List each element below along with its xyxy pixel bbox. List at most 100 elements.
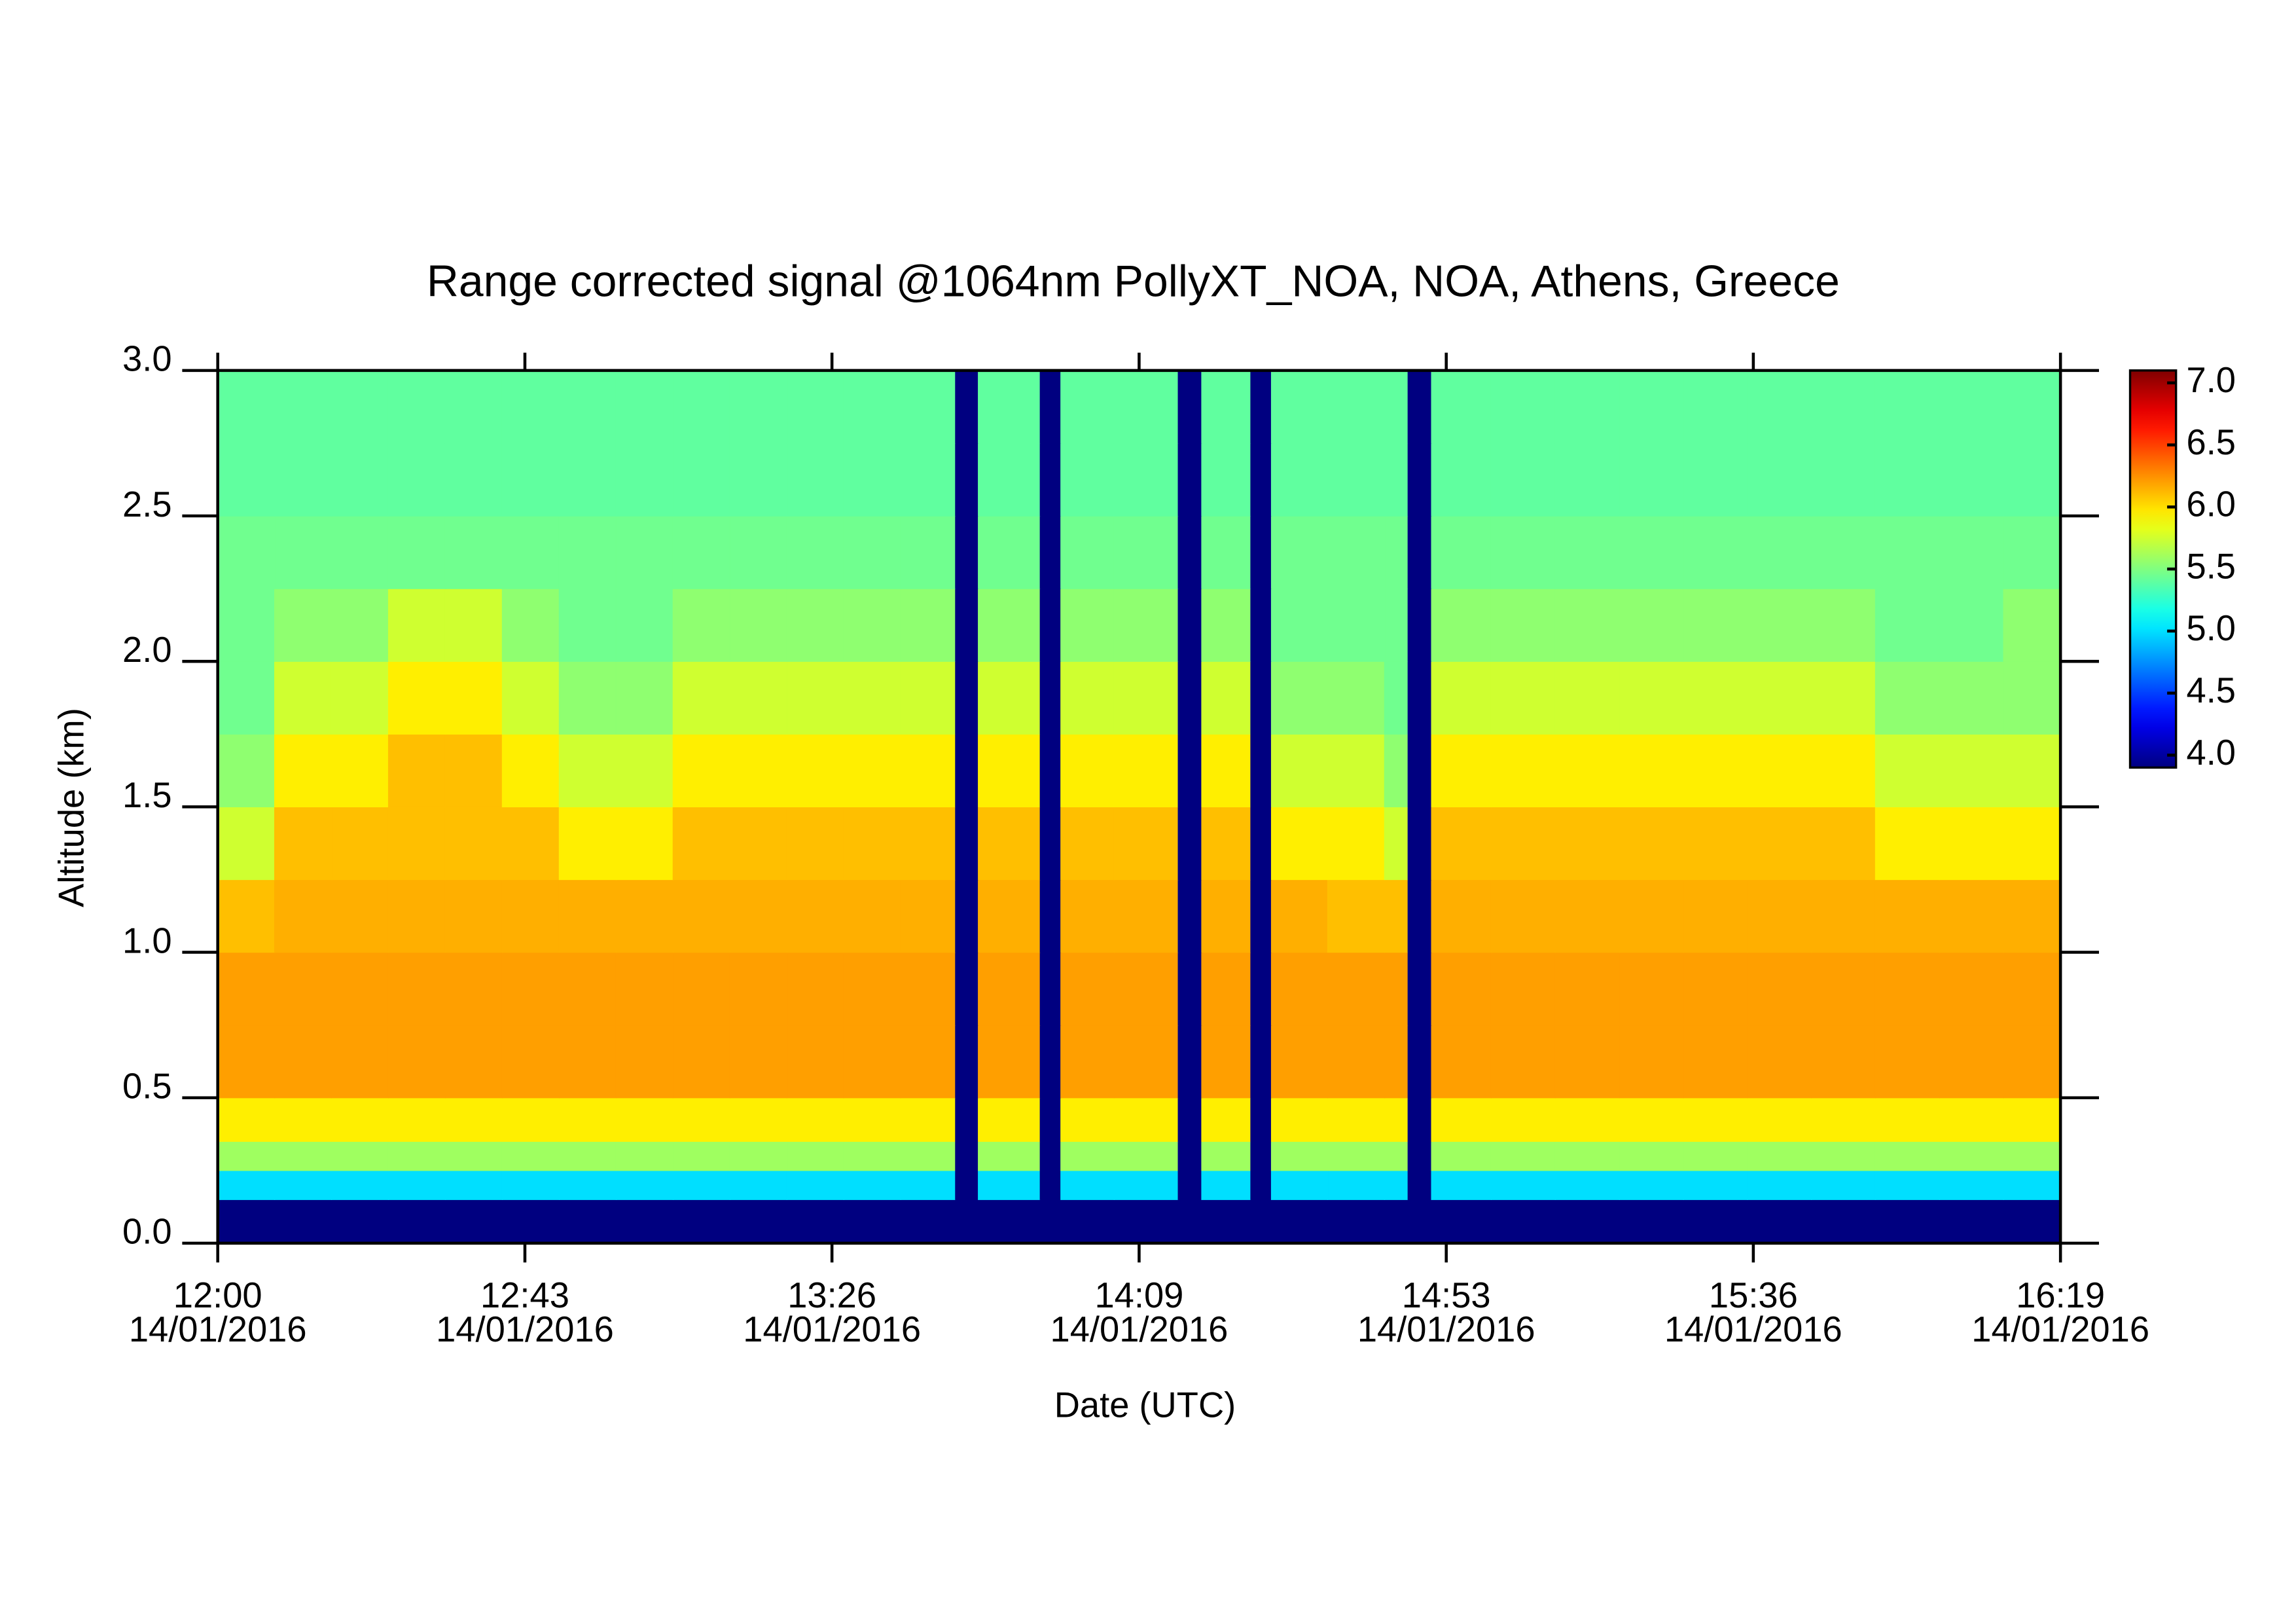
heatmap-cell: [1327, 951, 1386, 1026]
heatmap-cell: [1177, 443, 1202, 517]
heatmap-cell: [1327, 588, 1386, 662]
heatmap-cell: [786, 1024, 844, 1099]
heatmap-cell: [1811, 515, 1876, 589]
heatmap-cell: [1177, 1024, 1202, 1099]
heatmap-cell: [615, 806, 674, 881]
heatmap-cell: [1113, 661, 1179, 735]
heatmap-cell: [786, 733, 844, 808]
heatmap-cell: [331, 1024, 389, 1099]
heatmap-cell: [1201, 1199, 1251, 1244]
heatmap-cell: [1060, 879, 1115, 953]
heatmap-cell: [1431, 879, 1492, 953]
heatmap-cell: [2003, 443, 2061, 517]
heatmap-cell: [1407, 951, 1432, 1026]
heatmap-cell: [1327, 661, 1386, 735]
heatmap-cell: [1270, 1140, 1329, 1171]
heatmap-cell: [1039, 951, 1062, 1026]
heatmap-cell: [1619, 515, 1684, 589]
heatmap-cell: [672, 733, 731, 808]
heatmap-cell: [729, 733, 788, 808]
heatmap-cell: [1039, 1199, 1062, 1244]
heatmap-cell: [729, 951, 788, 1026]
heatmap-cell: [274, 733, 332, 808]
heatmap-cell: [1039, 370, 1062, 444]
heatmap-cell: [1039, 879, 1062, 953]
heatmap-cell: [1327, 515, 1386, 589]
heatmap-cell: [1384, 443, 1409, 517]
heatmap-cell: [1554, 951, 1620, 1026]
heatmap-cell: [615, 370, 674, 444]
heatmap-cell: [331, 733, 389, 808]
heatmap-cell: [1939, 1024, 2004, 1099]
heatmap-cell: [1874, 661, 1941, 735]
heatmap-cell: [1554, 1097, 1620, 1142]
heatmap-cell: [1554, 588, 1620, 662]
heatmap-cell: [501, 879, 560, 953]
heatmap-cell: [331, 370, 389, 444]
heatmap-cell: [1747, 443, 1812, 517]
heatmap-cell: [672, 661, 731, 735]
heatmap-cell: [1177, 370, 1202, 444]
heatmap-cell: [1554, 443, 1620, 517]
heatmap-cell: [1490, 1140, 1556, 1171]
y-tick-label: 1.5: [122, 775, 171, 815]
heatmap-cell: [978, 951, 1041, 1026]
heatmap-cell: [1747, 515, 1812, 589]
heatmap-cell: [900, 1140, 956, 1171]
heatmap-cell: [1490, 733, 1556, 808]
heatmap-cell: [1250, 370, 1272, 444]
heatmap-cell: [786, 1140, 844, 1171]
heatmap-cell: [501, 443, 560, 517]
heatmap-cell: [1327, 806, 1386, 881]
heatmap-cell: [1270, 443, 1329, 517]
heatmap-cell: [1270, 879, 1329, 953]
heatmap-cell: [1490, 515, 1556, 589]
heatmap-cell: [1431, 661, 1492, 735]
heatmap-cell: [615, 515, 674, 589]
heatmap-cell: [1270, 1170, 1329, 1200]
heatmap-cell: [1177, 951, 1202, 1026]
heatmap-cell: [1747, 879, 1812, 953]
heatmap-cell: [672, 515, 731, 589]
heatmap-cell: [2003, 1097, 2061, 1142]
heatmap-cell: [843, 515, 901, 589]
heatmap-cell: [1039, 1024, 1062, 1099]
heatmap-cell: [331, 515, 389, 589]
heatmap-cell: [1177, 1170, 1202, 1200]
heatmap-cell: [1039, 1097, 1062, 1142]
heatmap-cell: [1431, 588, 1492, 662]
heatmap-cell: [1201, 879, 1251, 953]
heatmap-cell: [1554, 806, 1620, 881]
heatmap-cell: [955, 443, 979, 517]
heatmap-cell: [978, 443, 1041, 517]
heatmap-cell: [1201, 806, 1251, 881]
heatmap-cell: [1039, 806, 1062, 881]
heatmap-cell: [331, 443, 389, 517]
heatmap-cell: [1747, 588, 1812, 662]
heatmap-cell: [1747, 1024, 1812, 1099]
heatmap-cell: [558, 661, 617, 735]
heatmap-cell: [1270, 1024, 1329, 1099]
heatmap-cell: [955, 1170, 979, 1200]
heatmap-cell: [387, 661, 446, 735]
heatmap-cell: [558, 1140, 617, 1171]
heatmap-cell: [1270, 588, 1329, 662]
heatmap-cell: [1619, 879, 1684, 953]
heatmap-cell: [1177, 733, 1202, 808]
heatmap-cell: [1683, 1140, 1748, 1171]
heatmap-cell: [1270, 806, 1329, 881]
heatmap-cell: [1270, 370, 1329, 444]
heatmap-cell: [1384, 588, 1409, 662]
heatmap-cell: [1407, 1140, 1432, 1171]
heatmap-cell: [1177, 588, 1202, 662]
heatmap-cell: [729, 1097, 788, 1142]
heatmap-cell: [1490, 1170, 1556, 1200]
heatmap-cell: [1060, 515, 1115, 589]
heatmap-cell: [1270, 515, 1329, 589]
heatmap-cell: [1431, 1170, 1492, 1200]
heatmap-cell: [1554, 1024, 1620, 1099]
heatmap-cell: [615, 588, 674, 662]
heatmap-cell: [1747, 661, 1812, 735]
x-tick-label: 14/01/2016: [436, 1309, 614, 1349]
heatmap-cell: [1683, 515, 1748, 589]
